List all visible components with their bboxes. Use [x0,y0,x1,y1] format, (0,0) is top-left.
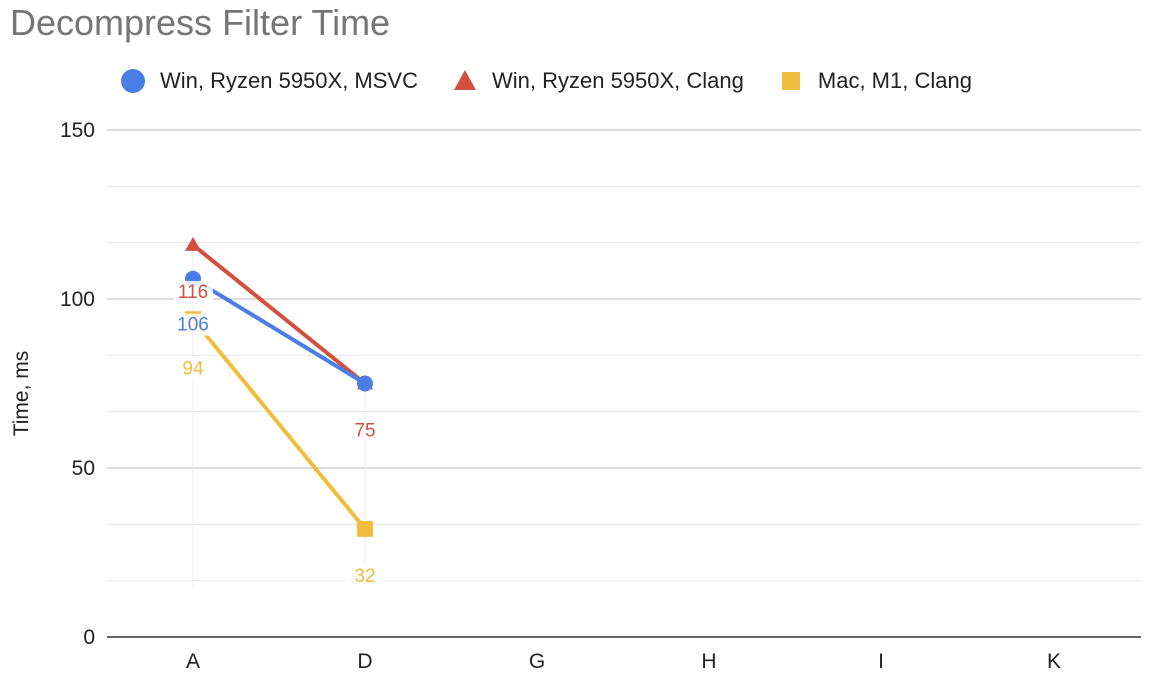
series-line [191,318,367,531]
x-tick-label: I [878,650,884,673]
y-tick-label: 50 [72,457,95,480]
legend: Win, Ryzen 5950X, MSVC Win, Ryzen 5950X,… [120,66,1006,96]
data-label: 106 [177,315,209,336]
data-label-bg [173,280,213,303]
y-axis-title: Time, ms [10,351,33,437]
legend-label: Win, Ryzen 5950X, MSVC [160,68,418,93]
x-tick-label: D [357,650,372,673]
data-label: 116 [178,282,208,303]
series [185,236,373,537]
legend-item-clang-win[interactable]: Win, Ryzen 5950X, Clang [452,68,744,94]
legend-label: Win, Ryzen 5950X, Clang [491,68,744,93]
data-label: 75 [354,421,375,442]
data-label-bg [173,313,213,336]
chart-title: Decompress Filter Time [10,2,391,43]
y-tick-label: 0 [83,626,95,649]
data-label: 32 [354,566,375,587]
data-label-bg [345,419,385,442]
series-line [191,277,367,386]
legend-triangle-marker [453,70,476,90]
x-tick-label: A [186,650,200,673]
axes: 0 50 100 150 A D G H I K Time, ms [10,119,1141,673]
gridlines [107,129,1141,587]
data-point-circle [357,375,373,392]
legend-circle-marker [121,69,145,93]
data-label: 94 [182,358,204,379]
y-tick-label: 150 [60,119,95,142]
series-line [191,243,367,386]
legend-label: Mac, M1, Clang [817,68,972,93]
legend-square-marker [781,72,800,90]
data-label-bg [173,357,213,380]
x-tick-label: G [529,650,545,673]
data-labels: 106 116 75 94 32 [173,280,385,587]
x-tick-label: K [1047,650,1061,673]
x-tick-label: H [701,650,716,673]
data-point-square [357,520,373,537]
legend-item-clang-mac[interactable]: Mac, M1, Clang [778,68,972,94]
legend-item-msvc[interactable]: Win, Ryzen 5950X, MSVC [120,68,418,94]
data-point-triangle [185,236,201,251]
data-label-bg [345,564,385,587]
y-tick-label: 100 [60,288,95,311]
